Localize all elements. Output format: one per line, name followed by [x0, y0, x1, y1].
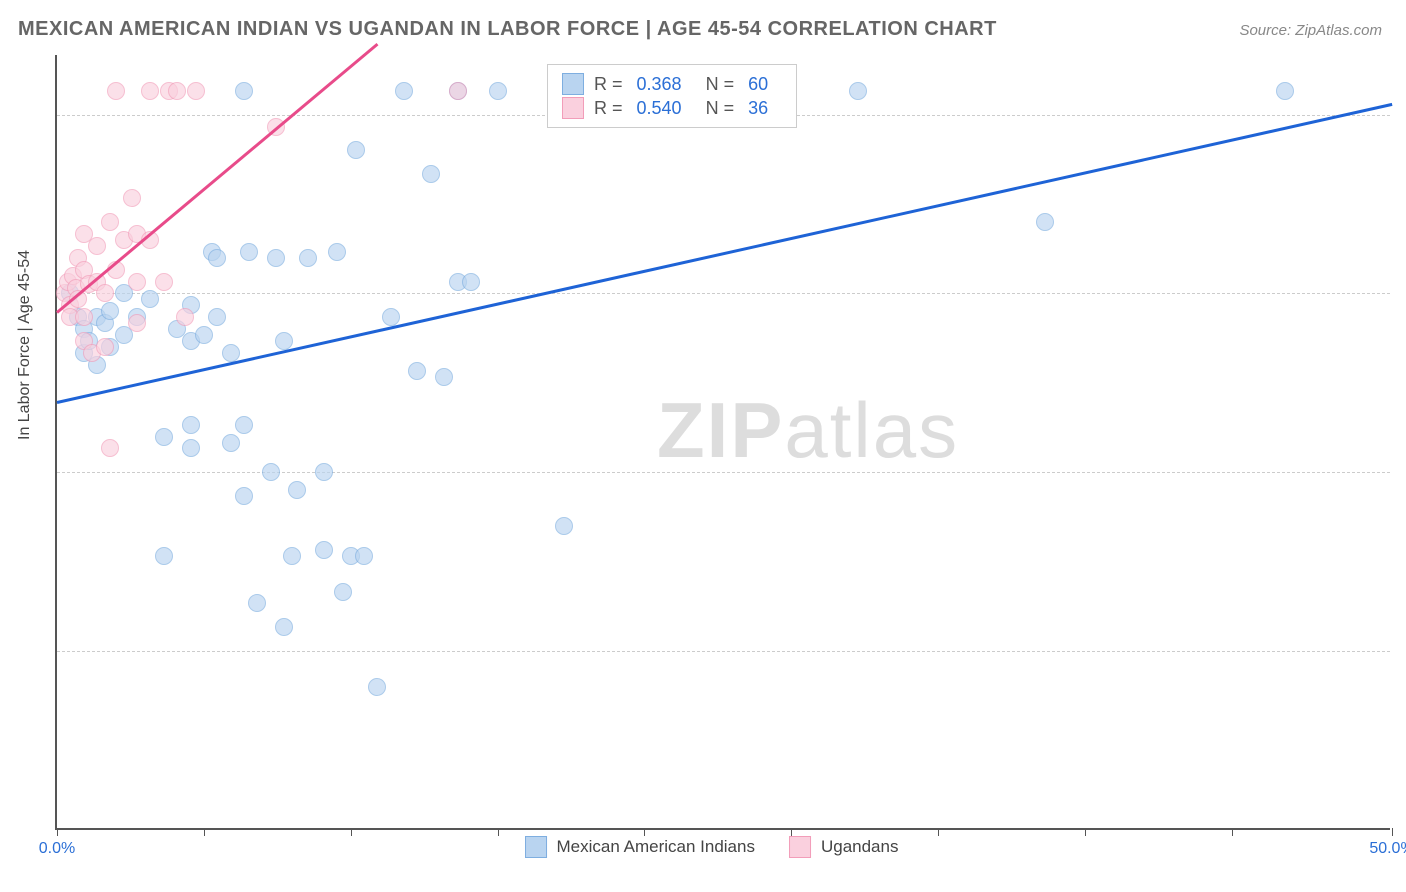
data-point [382, 308, 400, 326]
data-point [328, 243, 346, 261]
data-point [235, 82, 253, 100]
data-point [75, 308, 93, 326]
data-point [168, 82, 186, 100]
data-point [107, 82, 125, 100]
data-point [849, 82, 867, 100]
data-point [1036, 213, 1054, 231]
x-tick [57, 828, 58, 836]
data-point [368, 678, 386, 696]
stats-legend: R = 0.368 N = 60 R = 0.540 N = 36 [547, 64, 797, 128]
data-point [182, 439, 200, 457]
data-point [299, 249, 317, 267]
series-swatch [562, 97, 584, 119]
data-point [96, 284, 114, 302]
stats-row: R = 0.540 N = 36 [562, 97, 782, 119]
x-tick-label: 50.0% [1369, 840, 1406, 858]
watermark: ZIPatlas [657, 385, 959, 476]
x-tick [204, 828, 205, 836]
data-point [235, 487, 253, 505]
trend-line [56, 43, 378, 314]
data-point [123, 189, 141, 207]
x-tick [1392, 828, 1393, 836]
data-point [422, 165, 440, 183]
data-point [288, 481, 306, 499]
legend-swatch [789, 836, 811, 858]
gridline [57, 651, 1390, 652]
stat-r-label: R = [594, 74, 623, 95]
data-point [101, 213, 119, 231]
data-point [462, 273, 480, 291]
data-point [355, 547, 373, 565]
data-point [334, 583, 352, 601]
x-tick [351, 828, 352, 836]
stat-n-label: N = [706, 74, 735, 95]
data-point [315, 541, 333, 559]
x-tick [644, 828, 645, 836]
data-point [275, 618, 293, 636]
x-tick [791, 828, 792, 836]
data-point [283, 547, 301, 565]
x-tick [498, 828, 499, 836]
data-point [275, 332, 293, 350]
data-point [155, 428, 173, 446]
data-point [1276, 82, 1294, 100]
plot-area: ZIPatlas 55.0%70.0%85.0%100.0%0.0%50.0%R… [55, 55, 1390, 830]
data-point [208, 308, 226, 326]
data-point [267, 249, 285, 267]
x-tick-label: 0.0% [39, 840, 75, 858]
stats-row: R = 0.368 N = 60 [562, 73, 782, 95]
data-point [347, 141, 365, 159]
stat-r-value: 0.368 [637, 74, 682, 95]
series-swatch [562, 73, 584, 95]
data-point [395, 82, 413, 100]
data-point [555, 517, 573, 535]
data-point [262, 463, 280, 481]
data-point [155, 273, 173, 291]
data-point [96, 338, 114, 356]
stat-n-value: 36 [748, 98, 768, 119]
stat-r-value: 0.540 [637, 98, 682, 119]
chart-title: MEXICAN AMERICAN INDIAN VS UGANDAN IN LA… [18, 18, 997, 41]
stat-r-label: R = [594, 98, 623, 119]
stat-n-label: N = [706, 98, 735, 119]
data-point [408, 362, 426, 380]
data-point [88, 237, 106, 255]
gridline [57, 472, 1390, 473]
stat-n-value: 60 [748, 74, 768, 95]
data-point [235, 416, 253, 434]
data-point [141, 82, 159, 100]
data-point [176, 308, 194, 326]
source-credit: Source: ZipAtlas.com [1239, 22, 1382, 39]
watermark-zip: ZIP [657, 386, 784, 474]
legend-label: Mexican American Indians [557, 837, 755, 857]
data-point [182, 416, 200, 434]
data-point [489, 82, 507, 100]
legend-label: Ugandans [821, 837, 899, 857]
x-tick [1085, 828, 1086, 836]
data-point [222, 344, 240, 362]
y-axis-title: In Labor Force | Age 45-54 [16, 250, 34, 440]
legend: Mexican American Indians Ugandans [525, 836, 923, 858]
gridline [57, 293, 1390, 294]
data-point [240, 243, 258, 261]
data-point [187, 82, 205, 100]
data-point [195, 326, 213, 344]
data-point [449, 82, 467, 100]
x-tick [1232, 828, 1233, 836]
data-point [128, 314, 146, 332]
data-point [155, 547, 173, 565]
x-tick [938, 828, 939, 836]
legend-swatch [525, 836, 547, 858]
data-point [101, 439, 119, 457]
watermark-atlas: atlas [784, 386, 959, 474]
data-point [208, 249, 226, 267]
data-point [248, 594, 266, 612]
data-point [315, 463, 333, 481]
data-point [222, 434, 240, 452]
data-point [141, 290, 159, 308]
data-point [101, 302, 119, 320]
data-point [128, 273, 146, 291]
data-point [435, 368, 453, 386]
